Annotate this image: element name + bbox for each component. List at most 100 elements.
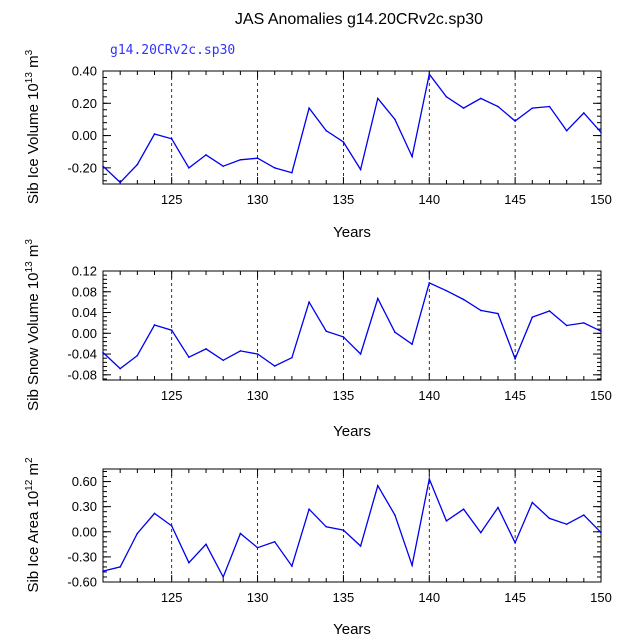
chart-panel-3: -0.60 -0.30 0.00 0.30 0.60 125 130 135 140 145 150…	[24, 457, 612, 638]
y-tick-label: 0.00	[72, 128, 97, 143]
x-tick-label: 125	[161, 192, 183, 207]
x-tick-label: 140	[418, 388, 440, 403]
data-point	[548, 310, 551, 312]
y-tick-label: -0.20	[67, 160, 97, 175]
data-point	[462, 508, 465, 510]
data-point	[273, 365, 276, 367]
data-point	[239, 350, 242, 352]
data-point	[119, 367, 121, 370]
data-point	[170, 525, 173, 527]
data-point	[205, 543, 207, 546]
data-point	[222, 165, 225, 168]
data-point	[291, 171, 293, 174]
data-point	[445, 96, 448, 98]
data-point	[600, 531, 602, 534]
x-axis-label: Years	[333, 224, 371, 241]
y-tick-label: 0.40	[72, 64, 97, 79]
data-point	[497, 506, 499, 509]
data-point	[205, 348, 207, 350]
data-point	[531, 107, 534, 109]
x-tick-label: 135	[333, 192, 355, 207]
data-point	[102, 165, 104, 168]
data-point	[136, 354, 139, 357]
x-tick-label: 145	[504, 590, 526, 605]
data-point	[514, 541, 516, 544]
data-point	[514, 357, 516, 360]
data-point	[445, 289, 448, 292]
data-point	[376, 297, 379, 300]
data-point	[428, 73, 431, 76]
data-point	[479, 309, 482, 312]
data-point	[359, 353, 362, 355]
data-point	[600, 131, 602, 134]
data-series-line	[102, 72, 602, 184]
data-series-line	[102, 281, 602, 370]
y-tick-label: 0.04	[72, 305, 97, 320]
data-point	[565, 324, 568, 327]
data-point	[428, 478, 431, 480]
data-point	[291, 356, 293, 359]
data-point	[136, 532, 139, 535]
data-point	[411, 155, 413, 158]
y-tick-label: -0.08	[67, 367, 97, 382]
x-tick-label: 150	[590, 590, 612, 605]
data-point	[497, 312, 499, 315]
data-point	[462, 107, 465, 109]
data-point	[308, 107, 310, 109]
data-point	[170, 138, 173, 140]
data-point	[342, 141, 345, 143]
chart-panels: -0.20 0.00 0.20 0.40 125 130 135 140 145 150 Years…	[24, 49, 612, 638]
data-point	[394, 331, 396, 334]
y-tick-label: 0.12	[72, 264, 97, 279]
data-point	[583, 112, 585, 114]
data-point	[256, 353, 259, 355]
x-tick-label: 140	[418, 590, 440, 605]
data-point	[170, 329, 173, 331]
data-point	[394, 118, 396, 121]
data-point	[565, 129, 568, 132]
data-point	[308, 301, 310, 303]
y-axis-label: Sib Ice Volume 1013 m3	[24, 49, 42, 204]
x-tick-label: 125	[161, 590, 183, 605]
y-tick-label: 0.60	[72, 474, 97, 489]
x-tick-label: 150	[590, 388, 612, 403]
data-point	[497, 105, 499, 108]
y-tick-label: 0.30	[72, 499, 97, 514]
y-tick-label: -0.60	[67, 575, 97, 590]
data-point	[325, 330, 328, 333]
x-tick-label: 130	[247, 388, 269, 403]
data-point	[583, 322, 585, 324]
x-tick-label: 135	[333, 388, 355, 403]
data-point	[273, 541, 276, 543]
data-point	[188, 167, 190, 169]
x-tick-label: 140	[418, 192, 440, 207]
data-point	[153, 324, 156, 326]
data-point	[531, 501, 534, 504]
x-tick-label: 130	[247, 192, 269, 207]
data-point	[548, 105, 551, 108]
data-point	[376, 97, 379, 100]
data-point	[600, 330, 602, 333]
data-point	[428, 282, 431, 284]
x-tick-label: 135	[333, 590, 355, 605]
x-tick-label: 145	[504, 388, 526, 403]
page-title: JAS Anomalies g14.20CRv2c.sp30	[235, 11, 483, 28]
data-point	[308, 508, 310, 510]
data-point	[205, 154, 207, 156]
data-point	[188, 561, 190, 564]
y-tick-label: 0.20	[72, 96, 97, 111]
y-tick-label: -0.30	[67, 549, 97, 564]
data-point	[102, 570, 104, 572]
data-point	[239, 158, 242, 161]
x-tick-label: 150	[590, 192, 612, 207]
data-point	[222, 359, 225, 362]
data-point	[342, 529, 345, 531]
data-point	[239, 532, 242, 535]
data-point	[411, 564, 413, 567]
data-point	[411, 343, 413, 345]
data-point	[153, 512, 156, 515]
data-point	[222, 576, 225, 578]
data-point	[376, 484, 379, 487]
data-point	[479, 97, 482, 100]
